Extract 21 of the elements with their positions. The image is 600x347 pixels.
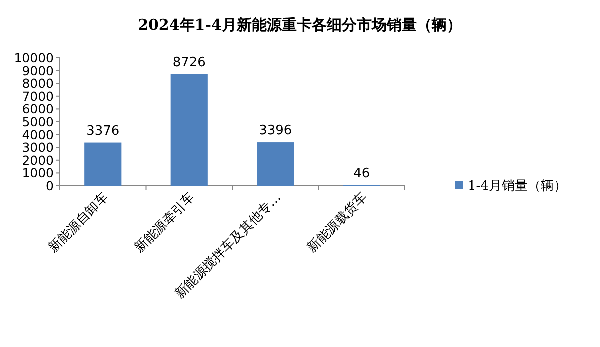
x-tick-label: 新能源载货车 xyxy=(304,190,371,256)
x-tick-label: 新能源牵引车 xyxy=(132,190,198,256)
y-tick-label: 1000 xyxy=(22,166,54,181)
data-label: 46 xyxy=(354,166,370,182)
bar xyxy=(170,74,208,186)
data-label: 3376 xyxy=(86,124,120,139)
y-tick-label: 6000 xyxy=(22,102,54,117)
y-tick-label: 10000 xyxy=(14,50,54,66)
y-tick-label: 5000 xyxy=(22,114,54,130)
y-tick-label: 2000 xyxy=(22,152,54,168)
bar xyxy=(257,142,294,186)
y-tick-label: 9000 xyxy=(22,63,54,78)
bar xyxy=(84,142,122,186)
data-label: 8726 xyxy=(172,55,206,70)
y-tick-label: 7000 xyxy=(22,88,54,104)
data-label: 3396 xyxy=(259,124,292,139)
chart-title: 2024年1-4月新能源重卡各细分市场销量（辆） xyxy=(138,16,462,34)
y-tick-label: 8000 xyxy=(22,76,54,92)
legend-label: 1-4月销量（辆） xyxy=(468,179,567,194)
y-tick-label: 3000 xyxy=(22,140,54,156)
y-tick-label: 4000 xyxy=(22,127,54,142)
